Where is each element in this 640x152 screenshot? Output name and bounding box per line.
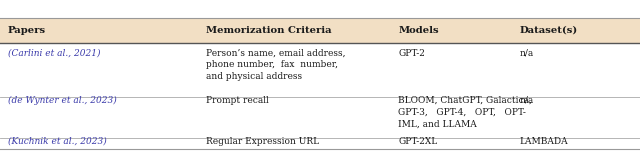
Text: BLOOM, ChatGPT, Galactica,
GPT-3,   GPT-4,   OPT,   OPT-
IML, and LLAMA: BLOOM, ChatGPT, Galactica, GPT-3, GPT-4,…	[398, 96, 532, 128]
Text: Prompt recall: Prompt recall	[206, 96, 269, 105]
Text: Papers: Papers	[8, 26, 46, 35]
Text: GPT-2XL: GPT-2XL	[398, 137, 437, 146]
Bar	[0, 18, 640, 43]
Text: Memorization Criteria: Memorization Criteria	[206, 26, 332, 35]
Text: (Kuchnik et al., 2023): (Kuchnik et al., 2023)	[8, 137, 106, 146]
Text: Dataset(s): Dataset(s)	[520, 26, 578, 35]
Text: n/a: n/a	[520, 96, 534, 105]
Text: (Carlini et al., 2021): (Carlini et al., 2021)	[8, 49, 100, 58]
Text: LAMBADA: LAMBADA	[520, 137, 568, 146]
Text: Models: Models	[398, 26, 438, 35]
Text: Person’s name, email address,
phone number,  fax  number,
and physical address: Person’s name, email address, phone numb…	[206, 49, 346, 81]
Text: n/a: n/a	[520, 49, 534, 58]
Text: GPT-2: GPT-2	[398, 49, 425, 58]
Text: Regular Expression URL: Regular Expression URL	[206, 137, 319, 146]
Text: (de Wynter et al., 2023): (de Wynter et al., 2023)	[8, 96, 116, 105]
